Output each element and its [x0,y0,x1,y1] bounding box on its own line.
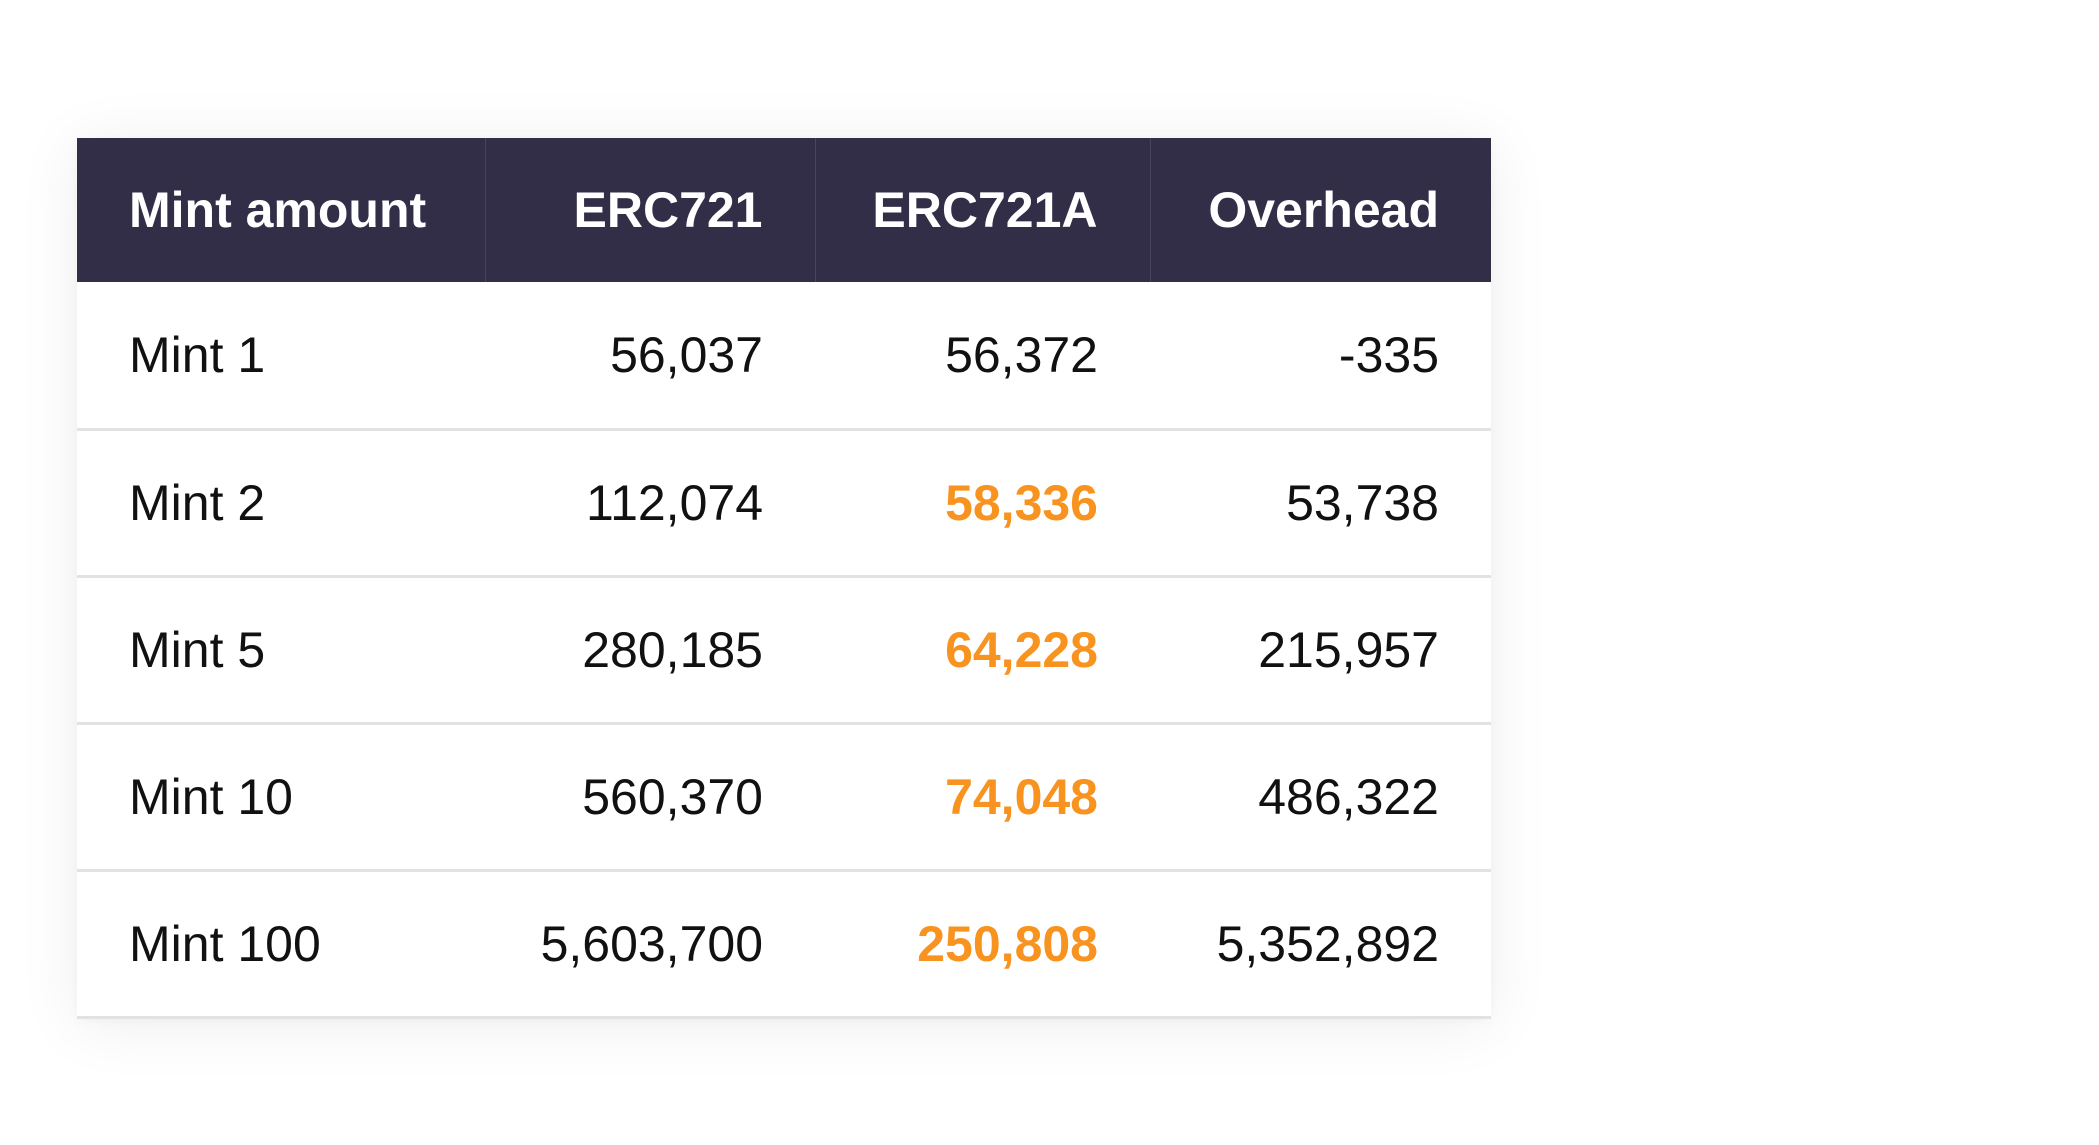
header-row: Mint amount ERC721 ERC721A Overhead [77,138,1491,282]
column-header-erc721a: ERC721A [814,138,1150,282]
column-header-overhead: Overhead [1149,138,1491,282]
table-row: Mint 2 112,074 58,336 53,738 [77,429,1491,576]
table-row: Mint 1 56,037 56,372 -335 [77,282,1491,429]
overhead-value: 53,738 [1286,474,1439,531]
erc721-value: 56,037 [610,326,763,383]
erc721-value: 5,603,700 [540,915,763,972]
erc721a-value-highlighted: 74,048 [945,768,1098,825]
table-header: Mint amount ERC721 ERC721A Overhead [77,138,1491,282]
overhead-value: 5,352,892 [1216,915,1439,972]
column-header-mint-amount: Mint amount [129,182,427,238]
overhead-value: 215,957 [1258,621,1439,678]
row-label: Mint 2 [129,474,266,531]
row-label: Mint 1 [129,326,266,383]
table-row: Mint 10 560,370 74,048 486,322 [77,723,1491,870]
erc721a-value-highlighted: 64,228 [945,621,1098,678]
erc721-value: 560,370 [582,768,763,825]
table-body: Mint 1 56,037 56,372 -335 Mint 2 112,074… [77,282,1491,1017]
table-row: Mint 5 280,185 64,228 215,957 [77,576,1491,723]
row-label: Mint 5 [129,621,266,678]
overhead-value: 486,322 [1258,768,1439,825]
erc721-value: 112,074 [585,474,763,531]
erc721a-value: 56,372 [945,326,1098,383]
erc721-value: 280,185 [582,621,763,678]
erc721a-value-highlighted: 58,336 [945,474,1098,531]
gas-comparison-card: Mint amount ERC721 ERC721A Overhead Mint… [77,138,1491,1019]
table-row: Mint 100 5,603,700 250,808 5,352,892 [77,870,1491,1017]
column-header-erc721: ERC721 [484,138,815,282]
row-label: Mint 100 [129,915,321,972]
overhead-value: -335 [1338,326,1439,383]
row-label: Mint 10 [129,768,293,825]
gas-comparison-table: Mint amount ERC721 ERC721A Overhead Mint… [77,138,1491,1019]
erc721a-value-highlighted: 250,808 [917,915,1098,972]
